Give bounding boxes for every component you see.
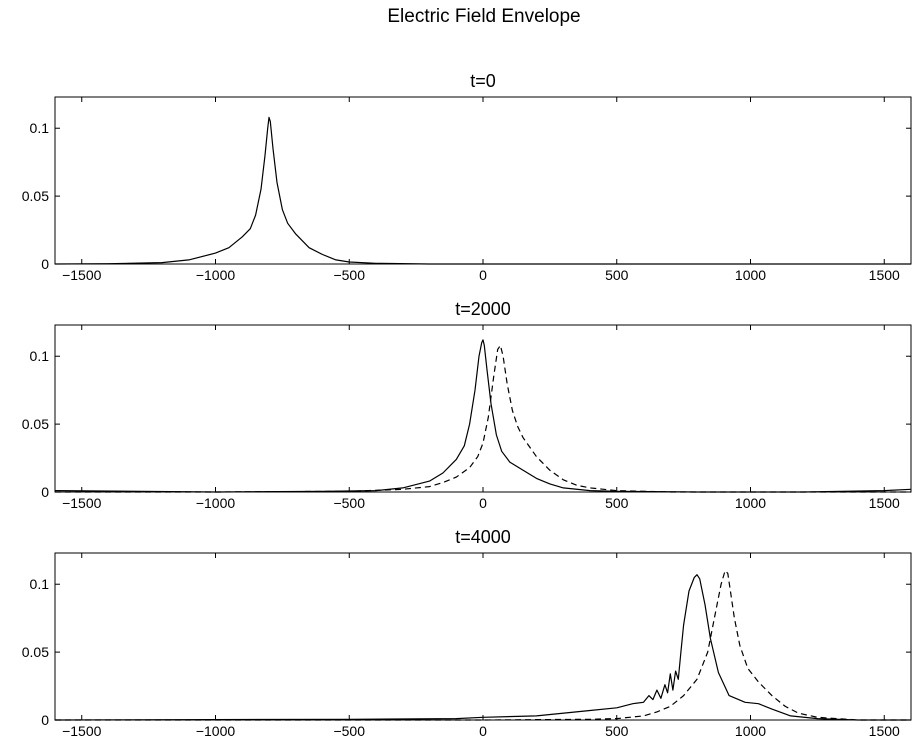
x-tick-label: 1000 <box>735 495 766 511</box>
series-dashed-line <box>55 344 911 493</box>
x-tick-label: 1500 <box>869 495 900 511</box>
x-tick-label: 1500 <box>869 267 900 283</box>
y-tick-label: 0 <box>41 256 49 272</box>
chart-panel-3: t=4000 −1500 −1000 −500 0 500 1000 1500 0 0.05 0.1 <box>22 527 912 739</box>
series-solid-line <box>54 116 911 265</box>
series-solid-line <box>54 574 911 721</box>
y-tick-label: 0.1 <box>30 120 50 136</box>
axes-frame <box>54 552 912 721</box>
axes-frame <box>54 96 912 265</box>
axes-frame <box>54 324 912 493</box>
x-tick-label: −500 <box>333 267 365 283</box>
y-tick-label: 0.1 <box>30 576 50 592</box>
x-tick-label: −1500 <box>62 723 102 739</box>
series-solid-line <box>54 339 912 493</box>
x-tick-label: 1500 <box>869 723 900 739</box>
x-tick-label: −1000 <box>196 723 236 739</box>
x-tick-label: −1000 <box>196 267 236 283</box>
y-tick-label: 0.1 <box>30 348 50 364</box>
y-tick-label: 0 <box>41 484 49 500</box>
x-tick-label: −500 <box>333 495 365 511</box>
x-tick-label: 500 <box>605 267 629 283</box>
panel-title: t=4000 <box>455 527 511 547</box>
x-tick-label: 1000 <box>735 723 766 739</box>
x-tick-label: 500 <box>605 495 629 511</box>
y-tick-label: 0.05 <box>22 188 49 204</box>
x-tick-label: −1500 <box>62 495 102 511</box>
y-tick-label: 0.05 <box>22 644 49 660</box>
x-tick-label: 0 <box>479 495 487 511</box>
series-dashed-line <box>55 570 911 721</box>
x-tick-label: 0 <box>479 267 487 283</box>
x-tick-label: −500 <box>333 723 365 739</box>
x-tick-label: −1500 <box>62 267 102 283</box>
chart-panel-2: t=2000 −1500 −1000 −500 0 500 1000 1500 0 0.05 0.1 <box>22 299 912 511</box>
x-tick-label: −1000 <box>196 495 236 511</box>
chart-panel-1: t=0 −1500 −1000 −500 0 500 1000 1500 0 0.05 0.1 <box>22 71 912 283</box>
panel-title: t=0 <box>470 71 496 91</box>
panel-title: t=2000 <box>455 299 511 319</box>
figure-title: Electric Field Envelope <box>387 6 580 27</box>
x-tick-label: 1000 <box>735 267 766 283</box>
x-tick-label: 0 <box>479 723 487 739</box>
y-tick-label: 0.05 <box>22 416 49 432</box>
x-tick-label: 500 <box>605 723 629 739</box>
y-tick-label: 0 <box>41 712 49 728</box>
